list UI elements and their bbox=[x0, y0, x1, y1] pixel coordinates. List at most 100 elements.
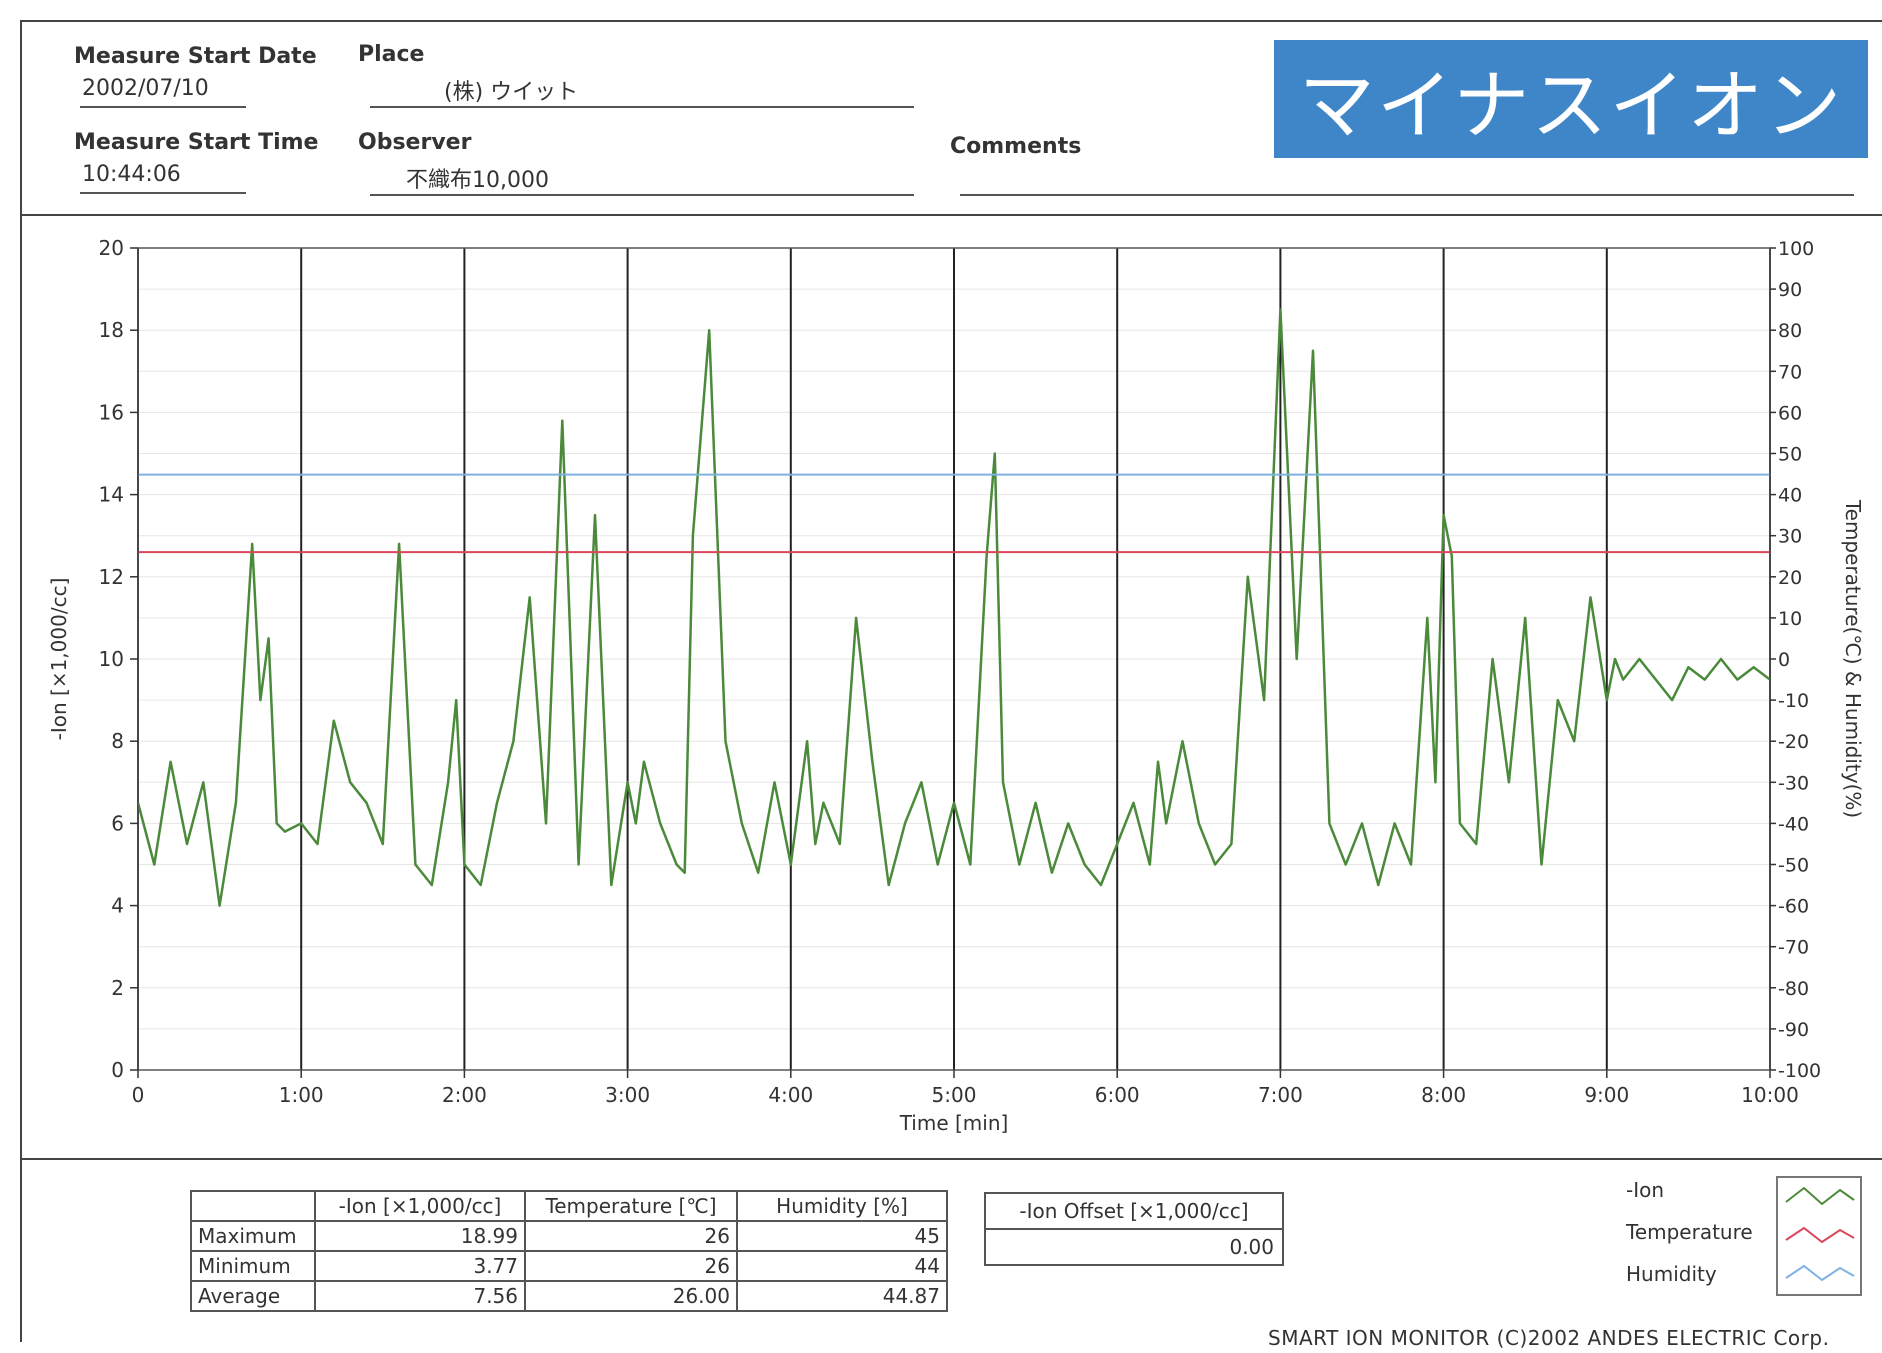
observer-label: Observer bbox=[358, 130, 472, 155]
time-underline bbox=[80, 192, 246, 194]
x-tick-label: 5:00 bbox=[932, 1083, 977, 1107]
y2-tick-label: 80 bbox=[1778, 320, 1802, 342]
y-tick-label: 12 bbox=[99, 565, 124, 589]
y2-tick-label: 10 bbox=[1778, 608, 1802, 630]
footer-divider bbox=[20, 1158, 1882, 1160]
y2-tick-label: -50 bbox=[1778, 855, 1809, 877]
stats-col-blank bbox=[190, 1190, 316, 1222]
comments-label: Comments bbox=[950, 134, 1082, 159]
x-tick-label: 1:00 bbox=[279, 1083, 324, 1107]
y2-tick-label: 100 bbox=[1778, 238, 1814, 260]
y-tick-label: 4 bbox=[111, 894, 124, 918]
x-tick-label: 4:00 bbox=[768, 1083, 813, 1107]
y2-tick-label: -80 bbox=[1778, 978, 1809, 1000]
stats-row-label: Maximum bbox=[190, 1220, 316, 1252]
y-tick-label: 8 bbox=[111, 729, 124, 753]
x-tick-label: 10:00 bbox=[1741, 1083, 1799, 1107]
y-tick-label: 20 bbox=[99, 236, 124, 260]
series-line-ion bbox=[136, 308, 1771, 907]
stats-row-average: Average 7.56 26.00 44.87 bbox=[190, 1280, 948, 1312]
observer-underline bbox=[370, 194, 914, 196]
place-label: Place bbox=[358, 42, 425, 67]
ion-chart: 02468101214161820-100-90-80-70-60-50-40-… bbox=[47, 236, 1865, 1135]
chart-title-banner: マイナスイオン bbox=[1274, 40, 1868, 158]
observer-value: 不織布10,000 bbox=[406, 168, 549, 193]
measure-start-time-label: Measure Start Time bbox=[74, 130, 319, 155]
stats-cell: 3.77 bbox=[314, 1250, 526, 1282]
stats-header-row: -Ion [×1,000/cc] Temperature [℃] Humidit… bbox=[190, 1190, 948, 1222]
stats-col-humidity: Humidity [%] bbox=[736, 1190, 948, 1222]
x-tick-label: 6:00 bbox=[1095, 1083, 1140, 1107]
y-tick-label: 14 bbox=[99, 483, 124, 507]
stats-row-label: Minimum bbox=[190, 1250, 316, 1282]
ion-offset-header: -Ion Offset [×1,000/cc] bbox=[984, 1192, 1284, 1230]
chart-axes: 02468101214161820-100-90-80-70-60-50-40-… bbox=[99, 236, 1822, 1107]
y2-tick-label: 70 bbox=[1778, 361, 1802, 383]
legend-humidity-swatch bbox=[1785, 1264, 1855, 1282]
y2-tick-label: 40 bbox=[1778, 485, 1802, 507]
legend-ion-label: -Ion bbox=[1626, 1178, 1665, 1202]
place-underline bbox=[370, 106, 914, 108]
y2-tick-label: -100 bbox=[1778, 1060, 1821, 1082]
stats-row-maximum: Maximum 18.99 26 45 bbox=[190, 1220, 948, 1252]
y2-tick-label: -60 bbox=[1778, 896, 1809, 918]
y-tick-label: 0 bbox=[111, 1058, 124, 1082]
stats-row-label: Average bbox=[190, 1280, 316, 1312]
report-frame bbox=[20, 20, 1882, 1342]
stats-row-minimum: Minimum 3.77 26 44 bbox=[190, 1250, 948, 1282]
stats-table: -Ion [×1,000/cc] Temperature [℃] Humidit… bbox=[190, 1190, 948, 1312]
x-axis-label: Time [min] bbox=[899, 1111, 1009, 1135]
stats-cell: 26 bbox=[524, 1250, 738, 1282]
x-tick-label: 8:00 bbox=[1421, 1083, 1466, 1107]
footer-copyright: SMART ION MONITOR (C)2002 ANDES ELECTRIC… bbox=[1268, 1326, 1830, 1350]
stats-cell: 26.00 bbox=[524, 1280, 738, 1312]
stats-cell: 45 bbox=[736, 1220, 948, 1252]
x-tick-label: 2:00 bbox=[442, 1083, 487, 1107]
y2-axis-label: Temperature(℃) & Humidity(%) bbox=[1841, 499, 1865, 818]
y2-tick-label: 30 bbox=[1778, 526, 1802, 548]
stats-cell: 44 bbox=[736, 1250, 948, 1282]
x-tick-label: 3:00 bbox=[605, 1083, 650, 1107]
stats-cell: 44.87 bbox=[736, 1280, 948, 1312]
comments-underline bbox=[960, 194, 1854, 196]
stats-cell: 18.99 bbox=[314, 1220, 526, 1252]
y2-tick-label: -40 bbox=[1778, 813, 1809, 835]
y2-tick-label: 60 bbox=[1778, 402, 1802, 424]
y2-tick-label: -90 bbox=[1778, 1019, 1809, 1041]
y2-tick-label: 50 bbox=[1778, 444, 1802, 466]
y-tick-label: 6 bbox=[111, 811, 124, 835]
measure-start-date-label: Measure Start Date bbox=[74, 44, 317, 69]
y-tick-label: 10 bbox=[99, 647, 124, 671]
stats-cell: 7.56 bbox=[314, 1280, 526, 1312]
legend-ion-swatch bbox=[1785, 1186, 1855, 1206]
ion-offset-value: 0.00 bbox=[984, 1228, 1284, 1266]
chart-series bbox=[136, 308, 1771, 907]
legend-swatch-box bbox=[1776, 1176, 1862, 1296]
x-tick-label: 0 bbox=[132, 1083, 145, 1107]
stats-cell: 26 bbox=[524, 1220, 738, 1252]
y2-tick-label: -10 bbox=[1778, 690, 1809, 712]
measure-start-date-value: 2002/07/10 bbox=[82, 76, 209, 101]
place-value: (株) ウイット bbox=[444, 80, 579, 105]
y2-tick-label: -20 bbox=[1778, 731, 1809, 753]
legend-temperature-swatch bbox=[1785, 1226, 1855, 1244]
y2-tick-label: 90 bbox=[1778, 279, 1802, 301]
y-tick-label: 16 bbox=[99, 400, 124, 424]
header-divider bbox=[20, 214, 1882, 216]
x-tick-label: 9:00 bbox=[1584, 1083, 1629, 1107]
y2-tick-label: -30 bbox=[1778, 772, 1809, 794]
date-underline bbox=[80, 106, 246, 108]
measure-start-time-value: 10:44:06 bbox=[82, 162, 181, 187]
stats-col-ion: -Ion [×1,000/cc] bbox=[314, 1190, 526, 1222]
ion-offset-table: -Ion Offset [×1,000/cc] 0.00 bbox=[984, 1192, 1284, 1266]
legend-humidity-label: Humidity bbox=[1626, 1262, 1717, 1286]
stats-col-temperature: Temperature [℃] bbox=[524, 1190, 738, 1222]
x-tick-label: 7:00 bbox=[1258, 1083, 1303, 1107]
y2-tick-label: 0 bbox=[1778, 649, 1790, 671]
y-tick-label: 2 bbox=[111, 976, 124, 1000]
y2-tick-label: -70 bbox=[1778, 937, 1809, 959]
legend-temperature-label: Temperature bbox=[1626, 1220, 1753, 1244]
y-axis-label: -Ion [×1,000/cc] bbox=[47, 578, 71, 741]
y-tick-label: 18 bbox=[99, 318, 124, 342]
y2-tick-label: 20 bbox=[1778, 567, 1802, 589]
